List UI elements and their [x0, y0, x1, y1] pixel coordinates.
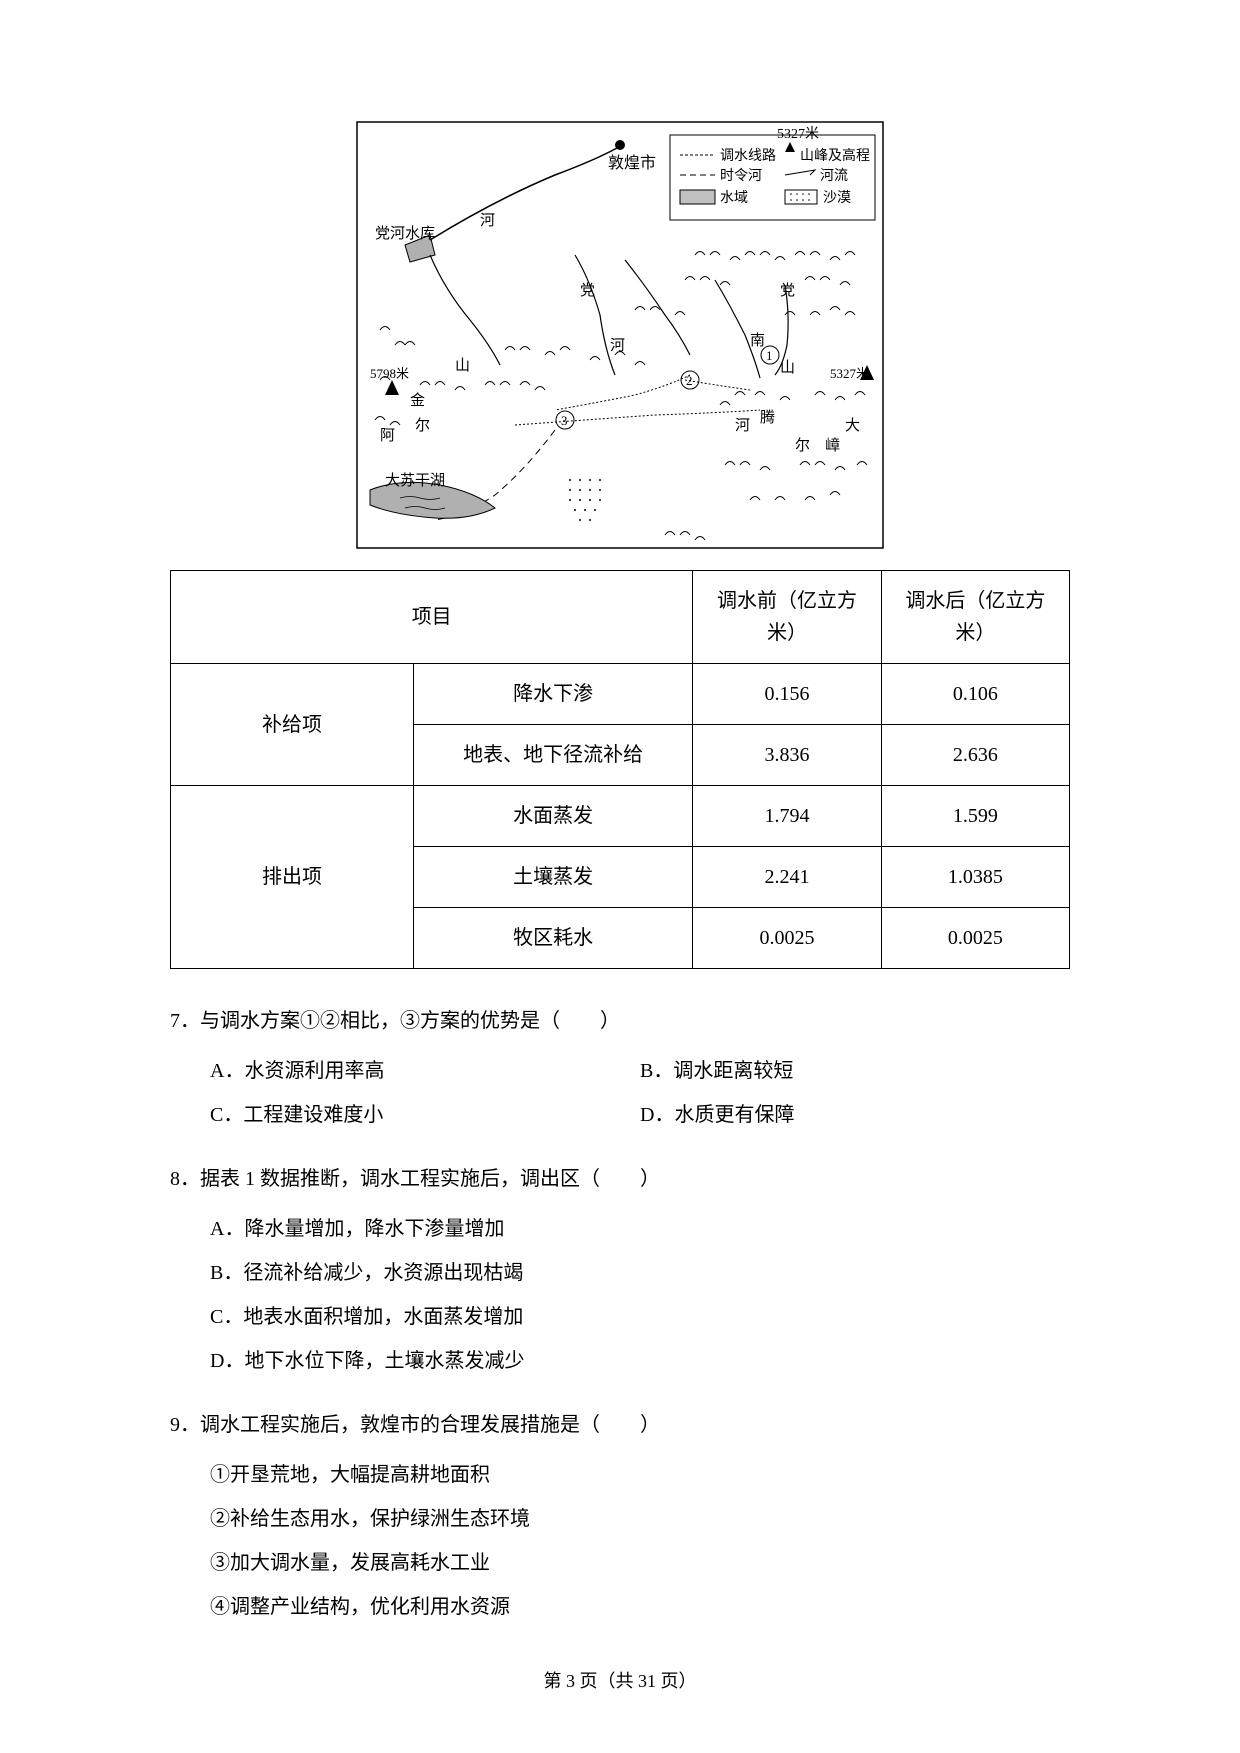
page-footer: 第 3 页（共 31 页）: [0, 1667, 1240, 1693]
water-balance-table: 项目 调水前（亿立方米） 调水后（亿立方米） 补给项 降水下渗 0.156 0.…: [170, 570, 1070, 969]
table-row: 补给项 降水下渗 0.156 0.106: [171, 664, 1070, 725]
header-after: 调水后（亿立方米）: [881, 571, 1069, 664]
svg-text:1: 1: [766, 348, 773, 363]
svg-text:河: 河: [480, 212, 495, 229]
table-row: 排出项 水面蒸发 1.794 1.599: [171, 786, 1070, 847]
svg-text:大苏干湖: 大苏干湖: [385, 472, 445, 489]
svg-text:山峰及高程: 山峰及高程: [800, 147, 870, 164]
option-d: D．地下水位下降，土壤水蒸发减少: [210, 1339, 1070, 1383]
option-a: A．水资源利用率高: [210, 1049, 640, 1093]
cell-after: 0.0025: [881, 908, 1069, 969]
cell-after: 0.106: [881, 664, 1069, 725]
option-d: D．水质更有保障: [640, 1093, 1070, 1137]
cell-subitem: 土壤蒸发: [413, 847, 692, 908]
option-c: C．工程建设难度小: [210, 1093, 640, 1137]
cell-before: 0.156: [693, 664, 881, 725]
svg-text:党河水库: 党河水库: [375, 225, 435, 242]
cell-after: 2.636: [881, 725, 1069, 786]
cell-subitem: 地表、地下径流补给: [413, 725, 692, 786]
svg-text:山: 山: [780, 359, 795, 376]
svg-text:尔: 尔: [415, 417, 430, 434]
svg-text:腾: 腾: [760, 409, 775, 426]
cell-supply-category: 补给项: [171, 664, 414, 786]
cell-output-category: 排出项: [171, 786, 414, 969]
header-before: 调水前（亿立方米）: [693, 571, 881, 664]
svg-text:3: 3: [561, 413, 568, 428]
svg-text:河: 河: [610, 337, 625, 354]
svg-text:尔: 尔: [795, 437, 810, 454]
map-svg: 5327米 调水线路 山峰及高程 时令河 河流 水域 沙漠 敦煌市: [355, 120, 885, 550]
svg-text:河: 河: [735, 417, 750, 434]
cell-subitem: 水面蒸发: [413, 786, 692, 847]
svg-text:调水线路: 调水线路: [720, 148, 776, 164]
cell-before: 1.794: [693, 786, 881, 847]
svg-text:时令河: 时令河: [720, 168, 762, 184]
legend-peak-elev: 5327米: [777, 126, 819, 142]
svg-text:敦煌市: 敦煌市: [608, 154, 656, 172]
cell-before: 3.836: [693, 725, 881, 786]
svg-text:南: 南: [750, 332, 765, 349]
cell-before: 0.0025: [693, 908, 881, 969]
question-text: 9．调水工程实施后，敦煌市的合理发展措施是（ ）: [170, 1403, 1070, 1447]
svg-text:党: 党: [580, 282, 595, 299]
map-figure: 5327米 调水线路 山峰及高程 时令河 河流 水域 沙漠 敦煌市: [355, 120, 885, 550]
question-text: 8．据表 1 数据推断，调水工程实施后，调出区（ ）: [170, 1157, 1070, 1201]
svg-text:河流: 河流: [820, 168, 848, 184]
option-b: B．径流补给减少，水资源出现枯竭: [210, 1251, 1070, 1295]
cell-after: 1.0385: [881, 847, 1069, 908]
svg-text:2: 2: [686, 373, 693, 388]
question-9: 9．调水工程实施后，敦煌市的合理发展措施是（ ） ①开垦荒地，大幅提高耕地面积 …: [170, 1403, 1070, 1629]
cell-before: 2.241: [693, 847, 881, 908]
svg-text:5798米: 5798米: [370, 366, 409, 381]
cell-subitem: 降水下渗: [413, 664, 692, 725]
svg-text:党: 党: [780, 282, 795, 299]
svg-text:山: 山: [455, 357, 470, 374]
question-7: 7．与调水方案①②相比，③方案的优势是（ ） A．水资源利用率高 B．调水距离较…: [170, 999, 1070, 1137]
header-item: 项目: [171, 571, 693, 664]
sub-item-1: ①开垦荒地，大幅提高耕地面积: [210, 1453, 1070, 1497]
sub-item-4: ④调整产业结构，优化利用水资源: [210, 1585, 1070, 1629]
svg-text:水域: 水域: [720, 190, 748, 206]
svg-text:大: 大: [845, 417, 860, 434]
question-8: 8．据表 1 数据推断，调水工程实施后，调出区（ ） A．降水量增加，降水下渗量…: [170, 1157, 1070, 1383]
cell-after: 1.599: [881, 786, 1069, 847]
option-c: C．地表水面积增加，水面蒸发增加: [210, 1295, 1070, 1339]
table-header-row: 项目 调水前（亿立方米） 调水后（亿立方米）: [171, 571, 1070, 664]
svg-text:嶂: 嶂: [825, 437, 840, 454]
option-a: A．降水量增加，降水下渗量增加: [210, 1207, 1070, 1251]
svg-text:沙漠: 沙漠: [823, 190, 851, 206]
svg-text:金: 金: [410, 392, 425, 409]
svg-text:阿: 阿: [380, 427, 395, 444]
question-text: 7．与调水方案①②相比，③方案的优势是（ ）: [170, 999, 1070, 1043]
svg-text:5327米: 5327米: [830, 366, 869, 381]
sub-item-2: ②补给生态用水，保护绿洲生态环境: [210, 1497, 1070, 1541]
cell-subitem: 牧区耗水: [413, 908, 692, 969]
sub-item-3: ③加大调水量，发展高耗水工业: [210, 1541, 1070, 1585]
option-b: B．调水距离较短: [640, 1049, 1070, 1093]
